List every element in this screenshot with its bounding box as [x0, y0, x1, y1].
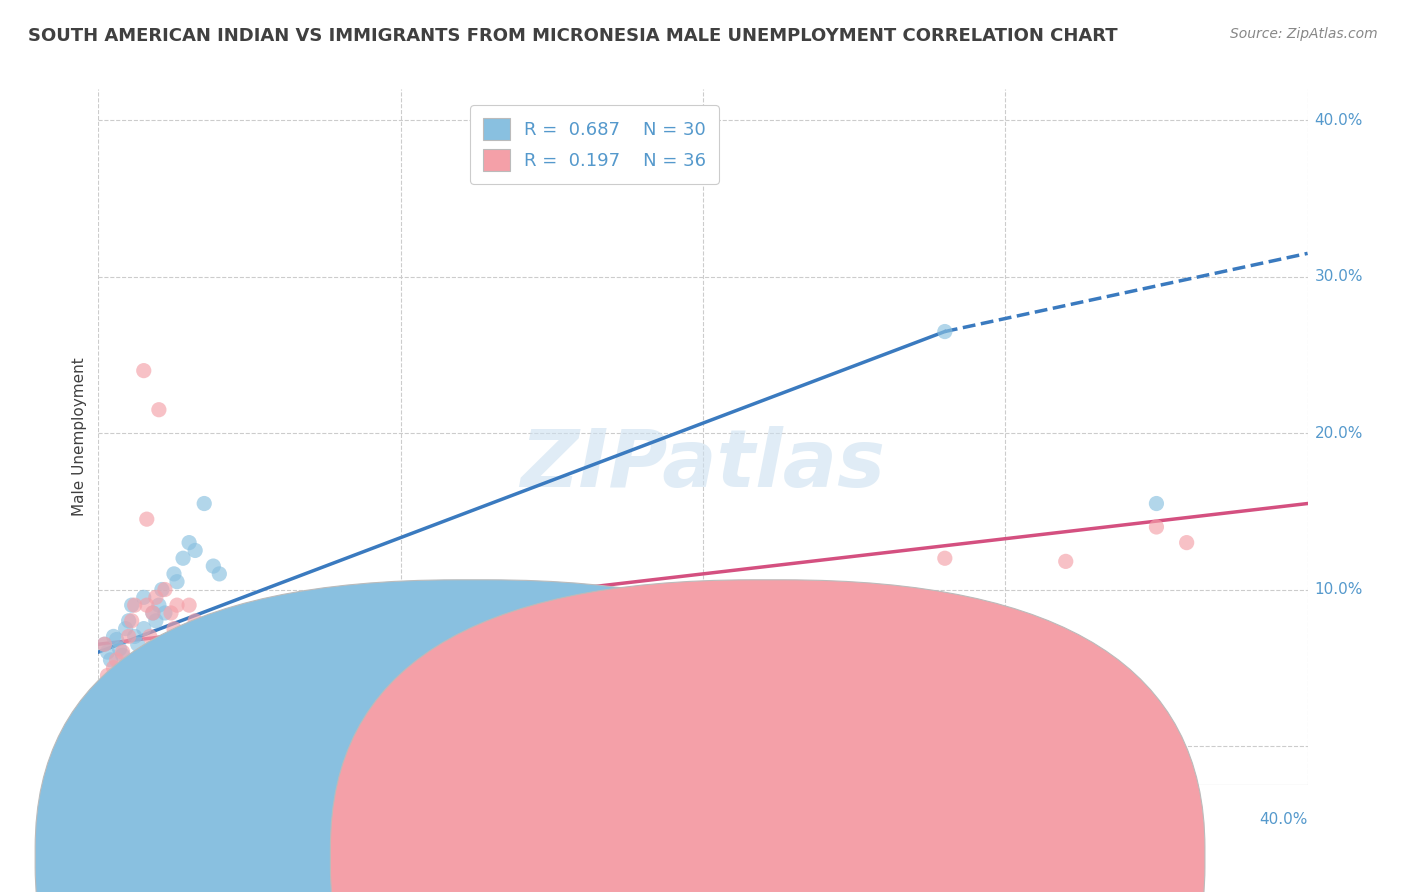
Point	[184, 614, 207, 628]
Point	[114, 622, 136, 636]
Point	[121, 598, 143, 612]
Text: 20.0%: 20.0%	[1315, 425, 1362, 441]
Point	[105, 653, 128, 667]
Point	[172, 637, 194, 651]
Point	[111, 645, 134, 659]
Point	[1175, 535, 1198, 549]
Point	[166, 598, 188, 612]
Text: 40.0%: 40.0%	[1260, 812, 1308, 827]
Point	[132, 364, 155, 378]
Point	[127, 637, 149, 651]
Point	[239, 762, 262, 776]
Text: SOUTH AMERICAN INDIAN VS IMMIGRANTS FROM MICRONESIA MALE UNEMPLOYMENT CORRELATIO: SOUTH AMERICAN INDIAN VS IMMIGRANTS FROM…	[28, 27, 1118, 45]
Point	[103, 661, 125, 675]
Point	[184, 543, 207, 558]
Point	[135, 598, 157, 612]
Point	[193, 496, 215, 510]
Point	[96, 668, 118, 682]
Point	[148, 402, 170, 417]
Point	[118, 629, 141, 643]
Point	[96, 645, 118, 659]
Point	[481, 614, 503, 628]
Point	[111, 648, 134, 663]
Point	[108, 642, 131, 657]
Point	[150, 582, 173, 597]
Point	[135, 512, 157, 526]
Point	[166, 574, 188, 589]
Point	[163, 622, 186, 636]
Point	[163, 566, 186, 581]
Point	[132, 622, 155, 636]
Point	[118, 614, 141, 628]
Legend: R =  0.687    N = 30, R =  0.197    N = 36: R = 0.687 N = 30, R = 0.197 N = 36	[470, 105, 718, 184]
Point	[139, 629, 162, 643]
Point	[193, 755, 215, 769]
Point	[160, 606, 183, 620]
Point	[1054, 554, 1077, 568]
Point	[177, 598, 201, 612]
Point	[142, 606, 165, 620]
Point	[934, 325, 956, 339]
Point	[202, 559, 225, 574]
Point	[145, 614, 167, 628]
Point	[224, 684, 246, 698]
Text: 40.0%: 40.0%	[1315, 113, 1362, 128]
Point	[1144, 520, 1167, 534]
Text: Source: ZipAtlas.com: Source: ZipAtlas.com	[1230, 27, 1378, 41]
Point	[177, 535, 201, 549]
Text: 0.0%: 0.0%	[98, 812, 138, 827]
Y-axis label: Male Unemployment: Male Unemployment	[72, 358, 87, 516]
Point	[190, 629, 212, 643]
Point	[153, 582, 176, 597]
Point	[208, 676, 231, 690]
Point	[145, 591, 167, 605]
Text: 30.0%: 30.0%	[1315, 269, 1362, 285]
Point	[172, 551, 194, 566]
Text: 10.0%: 10.0%	[1315, 582, 1362, 597]
Point	[108, 692, 131, 706]
Point	[100, 684, 122, 698]
Point	[114, 676, 136, 690]
Text: Immigrants from Micronesia: Immigrants from Micronesia	[787, 849, 1002, 863]
Point	[93, 637, 115, 651]
Point	[93, 637, 115, 651]
Point	[1144, 496, 1167, 510]
Point	[269, 653, 291, 667]
Point	[105, 632, 128, 647]
Point	[142, 606, 165, 620]
Point	[100, 653, 122, 667]
Text: South American Indians: South American Indians	[492, 849, 675, 863]
Point	[127, 653, 149, 667]
Point	[153, 606, 176, 620]
Point	[148, 598, 170, 612]
Point	[124, 598, 146, 612]
Point	[103, 629, 125, 643]
Point	[132, 591, 155, 605]
Point	[208, 566, 231, 581]
Point	[124, 629, 146, 643]
Text: ZIPatlas: ZIPatlas	[520, 425, 886, 504]
Point	[121, 614, 143, 628]
Point	[934, 551, 956, 566]
